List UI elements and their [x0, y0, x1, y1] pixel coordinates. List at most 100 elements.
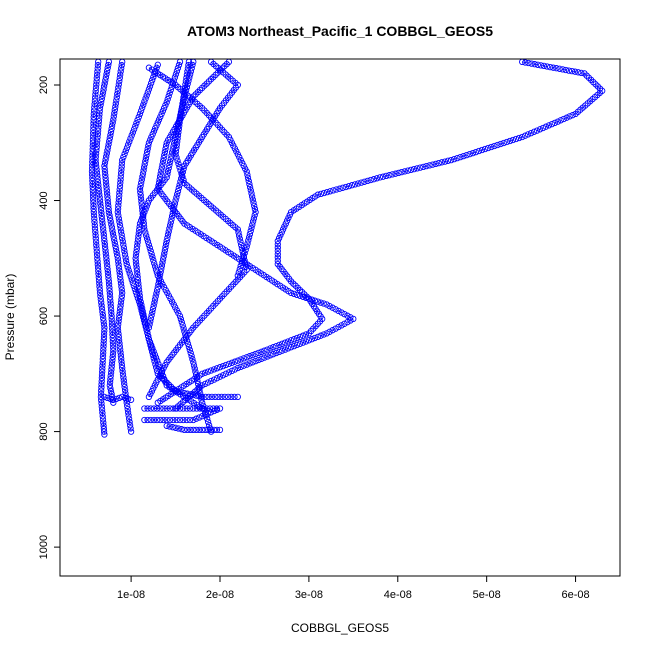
data-point: [109, 334, 116, 342]
data-point: [243, 243, 250, 250]
data-point: [213, 426, 221, 434]
data-point: [173, 141, 180, 149]
data-point: [104, 147, 111, 154]
data-point: [176, 116, 184, 123]
data-point: [438, 159, 445, 166]
data-point: [149, 308, 156, 316]
data-point: [172, 148, 180, 155]
data-point: [182, 77, 190, 85]
data-point: [165, 164, 172, 172]
data-point: [136, 292, 143, 299]
data-point: [216, 405, 224, 412]
data-point: [308, 296, 316, 303]
data-point: [547, 63, 554, 71]
data-point: [186, 346, 193, 354]
data-point: [96, 111, 103, 118]
data-point: [101, 244, 109, 251]
data-point: [282, 346, 289, 353]
data-point: [249, 218, 257, 225]
data-point: [441, 158, 449, 165]
data-point: [92, 150, 100, 157]
data-point: [179, 100, 186, 107]
data-series-3: [101, 58, 135, 435]
data-point: [539, 124, 547, 132]
data-point: [121, 247, 128, 255]
data-point: [175, 61, 183, 69]
data-point: [134, 116, 141, 124]
data-point: [105, 281, 113, 288]
data-point: [159, 107, 167, 115]
data-point: [317, 190, 325, 198]
data-point: [264, 346, 271, 353]
data-point: [193, 415, 200, 422]
data-point: [122, 257, 130, 264]
data-point: [165, 92, 172, 100]
data-point: [107, 306, 115, 313]
data-point: [367, 176, 374, 184]
data-point: [234, 364, 241, 372]
data-point: [151, 263, 159, 270]
data-point: [512, 135, 520, 143]
data-point: [174, 64, 182, 72]
data-point: [173, 68, 181, 75]
data-point: [117, 179, 124, 186]
data-point: [338, 322, 345, 329]
data-point: [109, 357, 116, 364]
data-point: [158, 164, 166, 171]
data-point: [108, 221, 115, 228]
data-point: [243, 354, 250, 361]
data-point: [213, 406, 221, 413]
data-point: [94, 65, 101, 72]
data-point: [143, 232, 150, 239]
data-point: [94, 134, 101, 141]
data-layer: [88, 58, 606, 438]
data-point: [99, 308, 106, 316]
data-point: [252, 208, 259, 216]
data-point: [116, 186, 123, 193]
data-point: [185, 61, 192, 69]
data-point: [339, 184, 346, 191]
data-point: [121, 251, 129, 258]
data-point: [117, 228, 125, 235]
data-point: [143, 203, 150, 210]
data-point: [104, 199, 112, 206]
data-point: [93, 166, 100, 173]
data-point: [94, 68, 101, 75]
data-point: [98, 212, 105, 220]
data-point: [277, 232, 284, 239]
data-point: [120, 153, 127, 161]
data-point: [100, 343, 107, 350]
data-point: [274, 254, 281, 261]
data-point: [119, 289, 126, 297]
data-point: [143, 92, 150, 99]
data-point: [332, 325, 339, 332]
data-point: [246, 180, 253, 188]
data-point: [151, 299, 158, 306]
data-series-8: [154, 58, 357, 412]
data-point: [93, 143, 100, 151]
data-point: [137, 188, 144, 196]
data-point: [207, 76, 215, 83]
data-point: [274, 237, 281, 245]
data-point: [98, 374, 106, 382]
data-point: [138, 304, 146, 312]
data-point: [103, 259, 110, 266]
data-point: [185, 343, 193, 351]
data-point: [98, 403, 105, 410]
data-point: [151, 296, 159, 303]
data-point: [293, 341, 301, 349]
data-point: [159, 158, 167, 165]
data-point: [93, 78, 100, 85]
data-point: [157, 370, 164, 377]
data-point: [133, 261, 140, 268]
data-point: [96, 191, 103, 198]
data-point: [281, 223, 288, 230]
data-point: [116, 270, 123, 278]
data-point: [150, 405, 158, 412]
data-point: [235, 269, 242, 276]
data-point: [145, 241, 153, 248]
data-point: [554, 118, 561, 125]
data-point: [294, 284, 301, 292]
data-point: [252, 350, 259, 358]
data-point: [127, 428, 135, 435]
